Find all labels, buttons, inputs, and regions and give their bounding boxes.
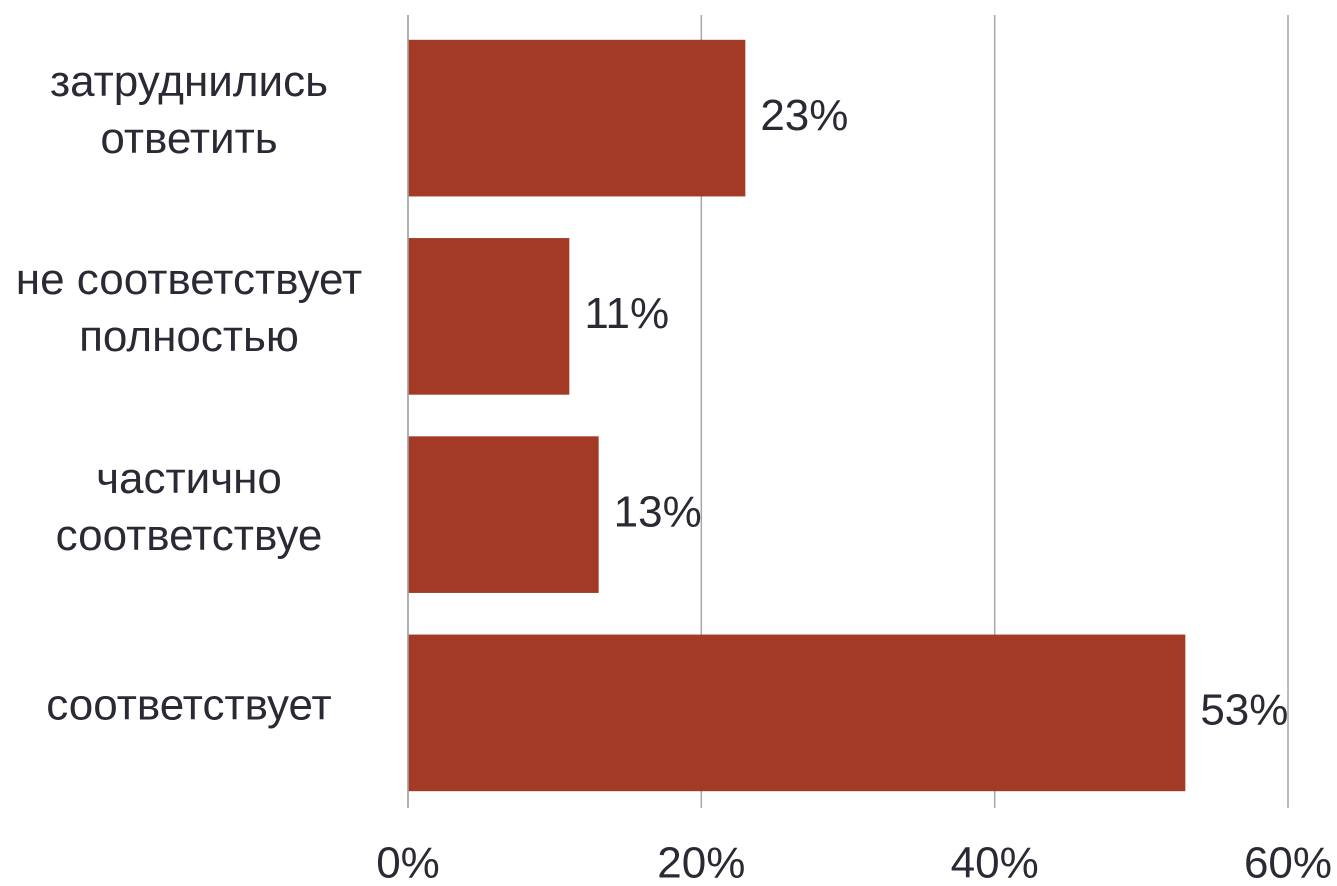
bar: [408, 238, 570, 395]
y-tick-label: не соответствует полностью: [15, 255, 363, 362]
bar: [408, 39, 746, 197]
x-tick-label: 40%: [951, 839, 1039, 886]
y-tick-label: частично соответствуе: [55, 453, 323, 560]
bar: [408, 436, 599, 593]
y-tick-label: затруднились ответить: [49, 57, 329, 164]
value-label: 13%: [614, 487, 702, 536]
bar: [408, 634, 1186, 792]
value-label: 53%: [1200, 686, 1288, 735]
x-tick-label: 60%: [1244, 839, 1332, 886]
value-label: 11%: [584, 289, 669, 338]
x-tick-label: 0%: [376, 839, 440, 886]
value-label: 23%: [760, 91, 848, 140]
y-tick-label: соответствует: [46, 680, 332, 730]
x-tick-label: 20%: [657, 839, 745, 886]
